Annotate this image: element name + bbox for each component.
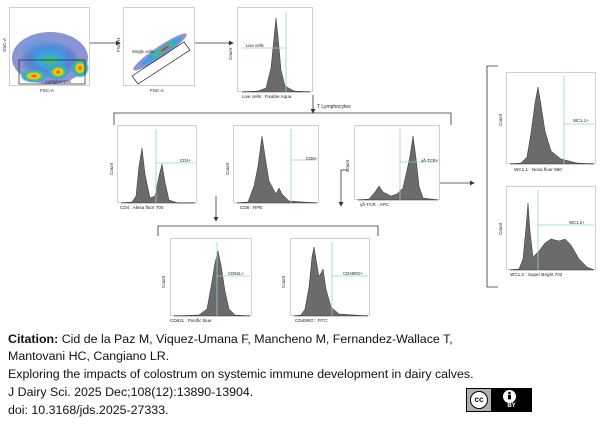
x-axis-label: γδ-TCR : APC bbox=[360, 202, 389, 207]
t-lymph-bracket bbox=[113, 112, 452, 125]
y-axis-label: Count bbox=[498, 222, 503, 235]
lymphocytes-gate bbox=[18, 59, 86, 85]
memory-bracket bbox=[157, 225, 379, 236]
x-axis-label: FSC-A bbox=[40, 88, 54, 93]
x-axis-label: Live cells : Fixable Aqua bbox=[242, 94, 292, 99]
wc11-histogram bbox=[509, 76, 595, 165]
citation-line-1: Citation: Cid de la Paz M, Viquez-Umana … bbox=[8, 332, 453, 347]
x-axis-label: CD4 : Alexa fluor 700 bbox=[120, 205, 164, 210]
cd45ro-histogram bbox=[293, 242, 369, 317]
panel-cd45ro: CD45RO+ bbox=[290, 238, 370, 317]
x-axis-label: CD62L : Pacific blue bbox=[170, 318, 212, 323]
panel-live-cells: Live cells bbox=[237, 7, 313, 93]
gate-label: Single cells bbox=[132, 49, 154, 54]
lymphocytes-scatter-plot bbox=[12, 32, 89, 85]
citation-doi: doi: 10.3168/jds.2025-27333. bbox=[8, 403, 169, 417]
citation-title: Exploring the impacts of colostrum on sy… bbox=[8, 367, 474, 381]
gate-label: Lymphocytes bbox=[46, 79, 72, 84]
panel-cd8: CD8+ bbox=[233, 125, 319, 204]
x-axis-label: WC1.2 : Super Bright 702 bbox=[510, 272, 563, 277]
gate-label: Live cells bbox=[246, 43, 264, 48]
cd8-histogram bbox=[236, 129, 318, 204]
single-cells-scatter-plot bbox=[131, 33, 191, 85]
live-cells-histogram bbox=[241, 12, 311, 93]
single-cells-gate bbox=[131, 41, 191, 85]
gate-label: CD8+ bbox=[306, 156, 318, 161]
attribution-icon bbox=[503, 390, 516, 403]
panel-wc11: WC1.1+ bbox=[506, 72, 596, 165]
x-axis-label: WC1.1 : Nova fluor 690 bbox=[514, 167, 562, 172]
y-axis-label: FSC-H bbox=[116, 37, 121, 52]
y-axis-label: Count bbox=[228, 47, 233, 60]
wc12-histogram bbox=[509, 190, 595, 271]
gd-tcr-histogram bbox=[357, 129, 439, 201]
cd62l-histogram bbox=[173, 242, 251, 317]
gate-label: CD45RO+ bbox=[343, 271, 363, 276]
gate-label: CD62L+ bbox=[228, 271, 244, 276]
x-axis-label: FSC-A bbox=[150, 88, 164, 93]
gate-label: γδ-TCR+ bbox=[421, 158, 439, 163]
citation-authors: Cid de la Paz M, Viquez-Umana F, Manchen… bbox=[58, 332, 453, 346]
flow-connectors: T Lymphocytes bbox=[90, 40, 498, 288]
panel-wc12: WC1.2+ bbox=[506, 186, 596, 271]
y-axis-label: Count bbox=[161, 275, 166, 288]
citation-journal: J Dairy Sci. 2025 Dec;108(12):13890-1390… bbox=[8, 385, 254, 399]
panel-lymphocytes: Lymphocytes bbox=[9, 7, 90, 86]
arrow-gd-down bbox=[338, 169, 348, 207]
cc-icon: cc bbox=[470, 391, 488, 409]
gate-label: CD4+ bbox=[180, 158, 192, 163]
cd4-histogram bbox=[120, 129, 195, 204]
by-label: BY bbox=[507, 403, 516, 409]
y-axis-label: Count bbox=[109, 162, 114, 175]
x-axis-label: CD45RO : FITC bbox=[295, 318, 328, 323]
y-axis-label: Count bbox=[225, 162, 230, 175]
citation-line-2: Mantovani HC, Cangiano LR. bbox=[8, 349, 170, 363]
x-axis-label: CD8 : RPE bbox=[240, 205, 263, 210]
y-axis-label: Count bbox=[281, 275, 286, 288]
cc-by-license-badge: cc BY bbox=[466, 388, 532, 412]
panel-single-cells: Single cells bbox=[123, 7, 195, 86]
y-axis-label: Count bbox=[345, 159, 350, 172]
gate-label: WC1.1+ bbox=[573, 118, 589, 123]
panel-gd-tcr: γδ-TCR+ bbox=[354, 125, 440, 201]
wc-bracket bbox=[486, 65, 498, 288]
t-lymphocytes-label: T Lymphocytes bbox=[317, 104, 351, 110]
panel-cd4: CD4+ bbox=[117, 125, 197, 204]
y-axis-label: Count bbox=[498, 113, 503, 126]
gate-label: WC1.2+ bbox=[569, 220, 585, 225]
panel-cd62l: CD62L+ bbox=[170, 238, 252, 317]
citation-label: Citation: bbox=[8, 332, 59, 346]
y-axis-label: SSC-A bbox=[2, 37, 7, 52]
